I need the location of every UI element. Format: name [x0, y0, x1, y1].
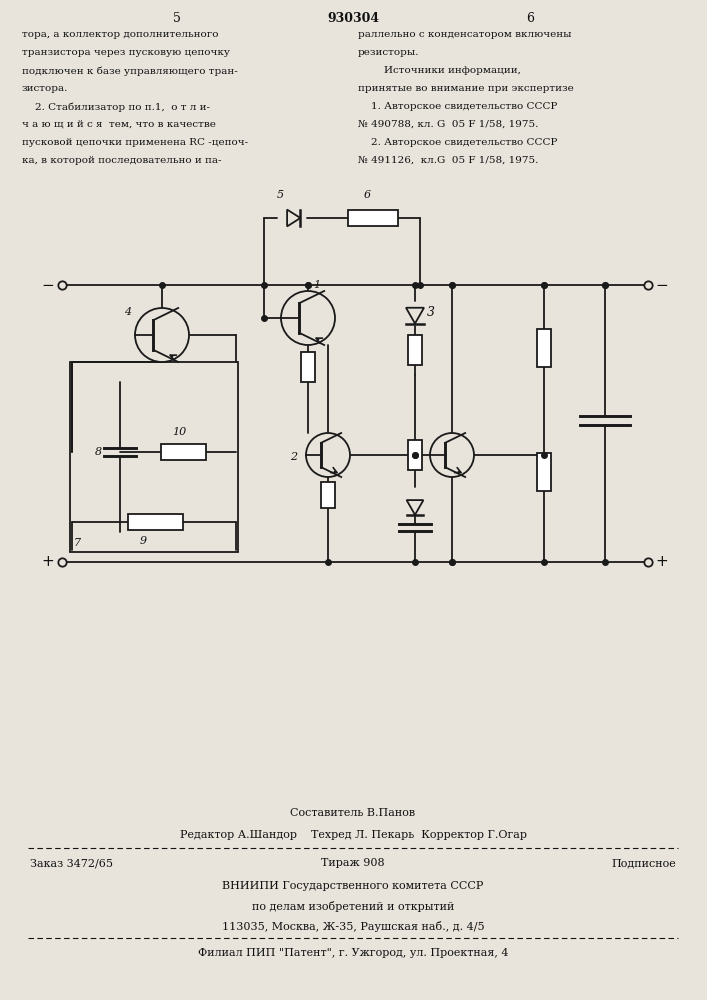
- Text: ч а ю щ и й с я  тем, что в качестве: ч а ю щ и й с я тем, что в качестве: [22, 120, 216, 129]
- Text: тора, а коллектор дополнительного: тора, а коллектор дополнительного: [22, 30, 218, 39]
- Text: −: −: [42, 277, 54, 292]
- Bar: [301, 352, 315, 382]
- Text: Филиал ПИП "Патент", г. Ужгород, ул. Проектная, 4: Филиал ПИП "Патент", г. Ужгород, ул. Про…: [198, 948, 508, 958]
- Circle shape: [306, 433, 350, 477]
- Text: транзистора через пусковую цепочку: транзистора через пусковую цепочку: [22, 48, 230, 57]
- Text: 930304: 930304: [327, 12, 379, 25]
- Text: 7: 7: [74, 538, 81, 548]
- Text: зистора.: зистора.: [22, 84, 69, 93]
- Text: 10: 10: [172, 427, 186, 437]
- Text: 5: 5: [276, 190, 284, 200]
- Text: Тираж 908: Тираж 908: [321, 858, 385, 868]
- Text: 3: 3: [427, 306, 435, 320]
- Text: 2. Авторское свидетельство СССР: 2. Авторское свидетельство СССР: [358, 138, 557, 147]
- Bar: [127, 514, 182, 530]
- Bar: [348, 210, 398, 226]
- Text: +: +: [655, 554, 668, 570]
- Bar: [408, 335, 422, 365]
- Text: Редактор А.Шандор    Техред Л. Пекарь  Корректор Г.Огар: Редактор А.Шандор Техред Л. Пекарь Корре…: [180, 830, 527, 840]
- Text: пусковой цепочки применена RC -цепоч-: пусковой цепочки применена RC -цепоч-: [22, 138, 248, 147]
- Text: принятые во внимание при экспертизе: принятые во внимание при экспертизе: [358, 84, 574, 93]
- Text: −: −: [655, 277, 668, 292]
- Text: +: +: [42, 554, 54, 570]
- Circle shape: [135, 308, 189, 362]
- Text: 9: 9: [139, 536, 146, 546]
- Bar: [537, 329, 551, 367]
- Circle shape: [281, 291, 335, 345]
- Text: подключен к базе управляющего тран-: подключен к базе управляющего тран-: [22, 66, 238, 76]
- Text: 113035, Москва, Ж-35, Раушская наб., д. 4/5: 113035, Москва, Ж-35, Раушская наб., д. …: [222, 921, 484, 932]
- Text: 1. Авторское свидетельство СССР: 1. Авторское свидетельство СССР: [358, 102, 557, 111]
- Bar: [537, 453, 551, 491]
- Text: 6: 6: [363, 190, 370, 200]
- Text: Составитель В.Панов: Составитель В.Панов: [291, 808, 416, 818]
- Bar: [321, 482, 335, 508]
- Text: 2. Стабилизатор по п.1,  о т л и-: 2. Стабилизатор по п.1, о т л и-: [22, 102, 210, 111]
- Text: № 490788, кл. G  05 F 1/58, 1975.: № 490788, кл. G 05 F 1/58, 1975.: [358, 120, 538, 129]
- Text: Источники информации,: Источники информации,: [358, 66, 521, 75]
- Text: 2: 2: [290, 452, 297, 462]
- Text: раллельно с конденсатором включены: раллельно с конденсатором включены: [358, 30, 571, 39]
- Text: ВНИИПИ Государственного комитета СССР: ВНИИПИ Государственного комитета СССР: [222, 881, 484, 891]
- Bar: [160, 444, 206, 460]
- Text: 6: 6: [526, 12, 534, 25]
- Text: 4: 4: [124, 307, 131, 317]
- Bar: [70, 362, 238, 552]
- Text: резисторы.: резисторы.: [358, 48, 419, 57]
- Text: Заказ 3472/65: Заказ 3472/65: [30, 858, 113, 868]
- Text: по делам изобретений и открытий: по делам изобретений и открытий: [252, 901, 454, 912]
- Text: Подписное: Подписное: [612, 858, 676, 868]
- Text: № 491126,  кл.G  05 F 1/58, 1975.: № 491126, кл.G 05 F 1/58, 1975.: [358, 156, 538, 165]
- Text: 5: 5: [173, 12, 181, 25]
- Text: 1: 1: [313, 280, 320, 290]
- Text: 8: 8: [95, 447, 102, 457]
- Text: ка, в которой последовательно и па-: ка, в которой последовательно и па-: [22, 156, 221, 165]
- Bar: [408, 440, 422, 470]
- Circle shape: [430, 433, 474, 477]
